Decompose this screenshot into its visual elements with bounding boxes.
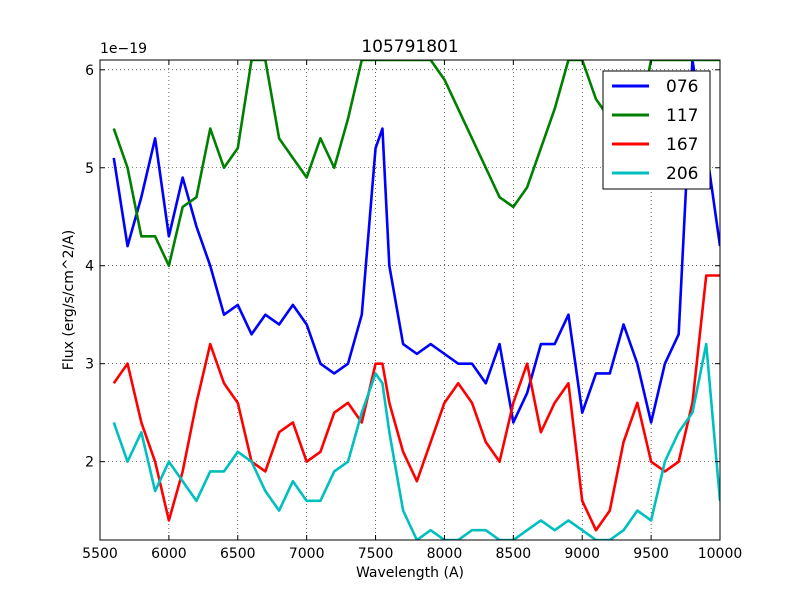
x-tick-label: 6000 [151, 546, 187, 562]
legend-label: 167 [666, 135, 698, 155]
y-axis-scale-label: 1e−19 [100, 41, 147, 57]
axis-ticks: 5500 6000 6500 7000 7500 8000 8500 9000 9500 1000… [82, 60, 742, 562]
legend-label: 117 [666, 106, 698, 126]
y-tick-label: 5 [85, 161, 94, 177]
x-axis-label: Wavelength (A) [356, 565, 464, 581]
y-tick-label: 2 [85, 455, 94, 471]
chart-title: 105791801 [361, 37, 458, 57]
series-line-076 [112, 60, 720, 424]
series-167 [112, 274, 720, 532]
legend-label: 206 [666, 164, 698, 184]
series-076 [112, 60, 720, 424]
x-tick-label: 7500 [358, 546, 394, 562]
y-tick-label: 4 [85, 259, 94, 275]
y-tick-label: 6 [85, 63, 94, 79]
x-tick-label: 8500 [496, 546, 532, 562]
legend: 076 117 167 206 [602, 70, 711, 190]
y-axis-label: Flux (erg/s/cm^2/A) [61, 230, 77, 370]
x-tick-label: 9500 [633, 546, 669, 562]
y-tick-label: 3 [85, 357, 94, 373]
x-tick-label: 10000 [698, 546, 743, 562]
series-line-167 [112, 274, 720, 532]
x-tick-label: 5500 [82, 546, 118, 562]
plot-frame [99, 59, 721, 541]
x-tick-label: 8000 [427, 546, 463, 562]
legend-label: 076 [666, 77, 698, 97]
legend-box [602, 70, 711, 190]
x-tick-label: 9000 [564, 546, 600, 562]
series-line-206 [112, 342, 720, 540]
x-tick-label: 6500 [220, 546, 256, 562]
x-tick-label: 7000 [289, 546, 325, 562]
series-206 [112, 342, 720, 540]
